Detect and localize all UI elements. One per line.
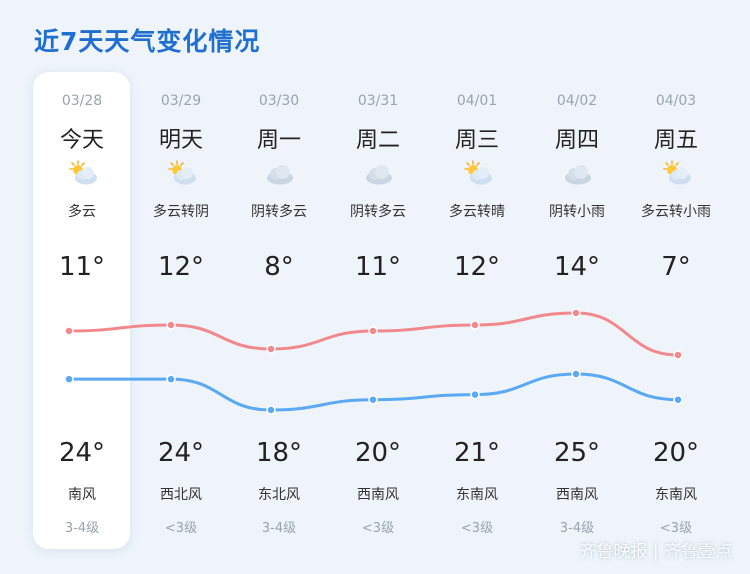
weather-description: 多云转阴 [153, 204, 209, 220]
weekday-label: 周四 [554, 128, 599, 153]
page-title: 近7天天气变化情况 [34, 27, 261, 56]
wind-direction: 西南风 [357, 487, 399, 503]
date-label: 03/31 [357, 93, 399, 109]
weather-description: 阴转多云 [350, 204, 406, 220]
wind-level: <3级 [164, 521, 198, 536]
weekday-label: 周三 [454, 128, 499, 153]
wind-direction: 西北风 [160, 487, 202, 503]
date-label: 04/03 [655, 93, 697, 109]
weekday-label: 今天 [59, 128, 104, 153]
day-column: 04/03 周五多云转小雨 7° 20° 东南风 <3级 [627, 72, 725, 549]
weather-description: 阴转多云 [251, 204, 307, 220]
weekday-label: 周二 [355, 128, 400, 153]
upper-temperature: 14° [553, 252, 601, 282]
cloud-icon [264, 160, 296, 186]
weekday-label: 周一 [256, 128, 301, 153]
upper-temperature-point [470, 320, 480, 330]
upper-temperature: 12° [453, 252, 501, 282]
date-label: 04/02 [556, 93, 598, 109]
lower-temperature: 20° [652, 438, 700, 468]
watermark: 齐鲁晚报 | 齐鲁壹点 [579, 542, 732, 562]
upper-temperature: 11° [354, 252, 402, 282]
lower-temperature-point [266, 405, 276, 415]
lower-temperature: 24° [58, 438, 106, 468]
lower-temperature-point [368, 394, 378, 405]
upper-temperature-point [64, 326, 74, 336]
upper-temperature-point [368, 326, 378, 336]
date-label: 03/28 [61, 93, 103, 109]
partly-cloudy-icon [462, 160, 494, 186]
weather-description: 多云转晴 [449, 204, 505, 220]
lower-temperature: 21° [453, 438, 501, 468]
upper-temperature-point [571, 308, 581, 318]
wind-level: <3级 [659, 521, 693, 536]
day-column: 03/28 今天多云 11° 24° 南风 3-4级 [33, 72, 131, 549]
weather-description: 多云转小雨 [641, 204, 711, 220]
wind-direction: 东南风 [655, 487, 697, 503]
wind-level: <3级 [460, 521, 494, 536]
wind-direction: 南风 [68, 487, 96, 503]
partly-cloudy-icon [67, 160, 99, 186]
upper-temperature: 12° [157, 252, 205, 282]
day-column: 03/31 周二阴转多云 11° 20° 西南风 <3级 [329, 72, 427, 549]
weekday-label: 周五 [653, 128, 698, 153]
today-highlight-card [33, 72, 130, 549]
wind-direction: 东北风 [258, 487, 300, 503]
upper-temperature-point [673, 350, 683, 360]
day-column: 04/02 周四阴转小雨 14° 25° 西南风 3-4级 [528, 72, 626, 549]
cloud-icon [562, 160, 594, 186]
wind-level: 3-4级 [261, 521, 297, 536]
lower-temperature: 25° [553, 438, 601, 468]
wind-direction: 西南风 [556, 487, 598, 503]
upper-temperature-point [266, 344, 276, 354]
wind-level: <3级 [361, 521, 395, 536]
date-label: 04/01 [456, 93, 498, 109]
date-label: 03/30 [258, 93, 300, 109]
partly-cloudy-icon [166, 160, 198, 186]
lower-temperature: 24° [157, 438, 205, 468]
wind-level: 3-4级 [559, 521, 595, 536]
lower-temperature-point [470, 389, 480, 400]
day-column: 03/29 明天多云转阴 12° 24° 西北风 <3级 [132, 72, 230, 549]
partly-cloudy-icon [661, 160, 693, 186]
day-column: 03/30 周一阴转多云 8° 18° 东北风 3-4级 [230, 72, 328, 549]
weather-description: 阴转小雨 [549, 204, 605, 220]
upper-temperature: 11° [58, 252, 106, 282]
wind-level: 3-4级 [64, 521, 100, 536]
day-column: 04/01 周三多云转晴 12° 21° 东南风 <3级 [428, 72, 526, 549]
upper-temperature: 8° [264, 252, 294, 282]
lower-temperature-point [673, 394, 683, 405]
lower-temperature-point [166, 374, 176, 384]
date-label: 03/29 [160, 93, 202, 109]
upper-temperature: 7° [661, 252, 691, 282]
wind-direction: 东南风 [456, 487, 498, 503]
lower-temperature-line [69, 372, 679, 412]
weather-description: 多云 [68, 204, 96, 220]
lower-temperature-point [571, 369, 581, 379]
upper-temperature-point [166, 320, 176, 330]
weekday-label: 明天 [158, 128, 203, 153]
lower-temperature-point [64, 374, 74, 384]
lower-temperature: 18° [255, 438, 303, 468]
cloud-icon [363, 160, 395, 186]
lower-temperature: 20° [354, 438, 402, 468]
